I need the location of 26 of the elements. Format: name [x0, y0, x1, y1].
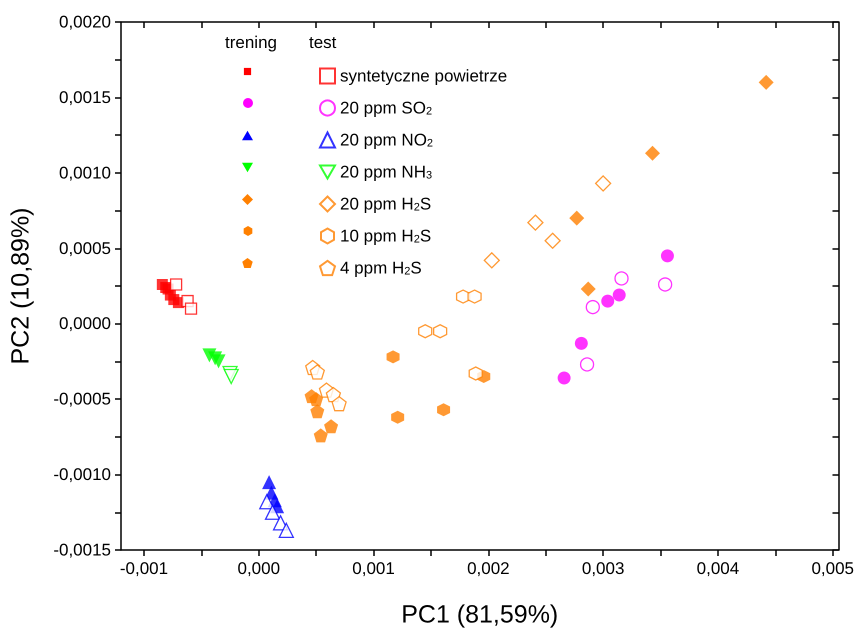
- annotation: trening: [225, 33, 277, 52]
- x-tick-label: 0,000: [237, 559, 280, 578]
- x-axis-title: PC1 (81,59%): [401, 600, 558, 628]
- legend-label: 20 ppm H2S: [340, 194, 432, 214]
- x-tick-label: 0,003: [582, 559, 624, 578]
- y-tick-label: 0,0000: [59, 314, 111, 334]
- legend-label: 4 ppm H2S: [340, 258, 422, 278]
- legend-label: 10 ppm H2S: [340, 226, 432, 246]
- legend-label: 20 ppm NO2: [340, 130, 434, 150]
- legend-label: 20 ppm NH3: [340, 162, 432, 182]
- y-tick-label: 0,0010: [59, 163, 111, 182]
- y-tick-label: 0,0005: [59, 238, 111, 258]
- y-tick-label: -0,0015: [53, 540, 111, 560]
- x-tick-label: 0,005: [811, 559, 854, 578]
- x-tick-label: 0,002: [467, 559, 510, 578]
- x-tick-label: 0,004: [696, 559, 740, 578]
- y-axis-title: PC2 (10,89%): [6, 207, 34, 365]
- x-tick-label: 0,001: [352, 559, 395, 578]
- y-tick-label: 0,0015: [59, 88, 111, 107]
- legend-label: syntetyczne powietrze: [340, 66, 508, 86]
- annotation: test: [309, 33, 337, 52]
- legend-label: 20 ppm SO2: [340, 98, 432, 118]
- y-tick-label: -0,0010: [53, 465, 111, 484]
- x-tick-label: -0,001: [120, 559, 168, 578]
- y-tick-label: 0,0020: [59, 12, 111, 32]
- y-tick-label: -0,0005: [53, 390, 111, 409]
